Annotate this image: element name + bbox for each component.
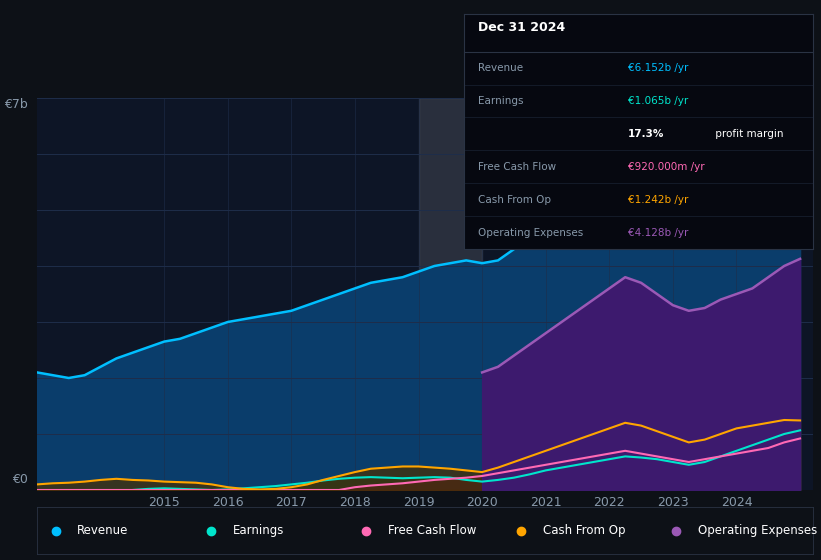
Text: Free Cash Flow: Free Cash Flow xyxy=(388,524,476,537)
Text: 17.3%: 17.3% xyxy=(628,129,664,139)
Text: €0: €0 xyxy=(11,473,28,486)
Text: profit margin: profit margin xyxy=(712,129,783,139)
Text: Cash From Op: Cash From Op xyxy=(478,195,551,205)
Text: Earnings: Earnings xyxy=(232,524,284,537)
Text: €6.152b /yr: €6.152b /yr xyxy=(628,63,688,73)
Text: €4.128b /yr: €4.128b /yr xyxy=(628,228,688,238)
Text: Operating Expenses: Operating Expenses xyxy=(478,228,583,238)
Text: €7b: €7b xyxy=(4,98,28,111)
Text: Cash From Op: Cash From Op xyxy=(543,524,626,537)
Text: €920.000m /yr: €920.000m /yr xyxy=(628,162,704,172)
Bar xyxy=(419,98,482,490)
Text: €1.242b /yr: €1.242b /yr xyxy=(628,195,688,205)
Text: Free Cash Flow: Free Cash Flow xyxy=(478,162,556,172)
Text: €1.065b /yr: €1.065b /yr xyxy=(628,96,688,106)
Text: Earnings: Earnings xyxy=(478,96,523,106)
Text: Operating Expenses: Operating Expenses xyxy=(698,524,817,537)
Text: Revenue: Revenue xyxy=(478,63,523,73)
Text: Dec 31 2024: Dec 31 2024 xyxy=(478,21,565,34)
Text: Revenue: Revenue xyxy=(77,524,129,537)
